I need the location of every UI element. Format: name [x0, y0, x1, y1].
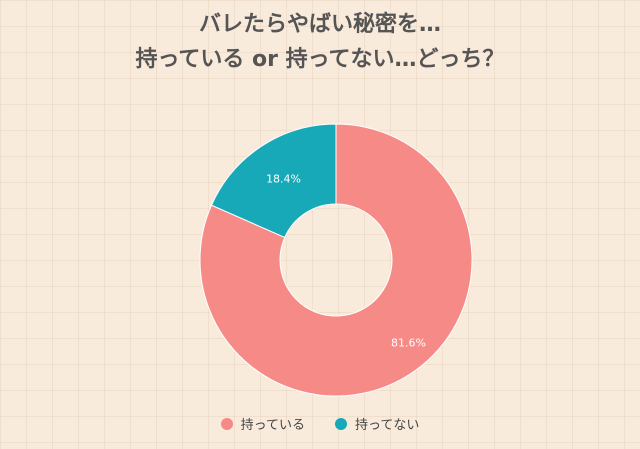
legend-item-mottenai: 持ってない [335, 414, 419, 433]
legend-swatch-mottenai [335, 417, 347, 430]
data-label-motteiru: 81.6% [391, 336, 426, 349]
legend-label-motteiru: 持っている [240, 418, 305, 433]
chart-title-line2: 持っている or 持ってない…どっち？ [135, 47, 505, 72]
legend-item-motteiru: 持っている [220, 414, 305, 433]
data-label-mottenai: 18.4% [266, 173, 301, 186]
chart-legend: 持っている 持ってない [0, 414, 640, 433]
legend-label-mottenai: 持ってない [355, 418, 420, 433]
legend-swatch-motteiru [220, 417, 233, 430]
slice-mottenai [210, 123, 337, 239]
slice-motteiru [199, 123, 473, 397]
chart-title-line1: バレたらやばい秘密を… [198, 12, 441, 37]
